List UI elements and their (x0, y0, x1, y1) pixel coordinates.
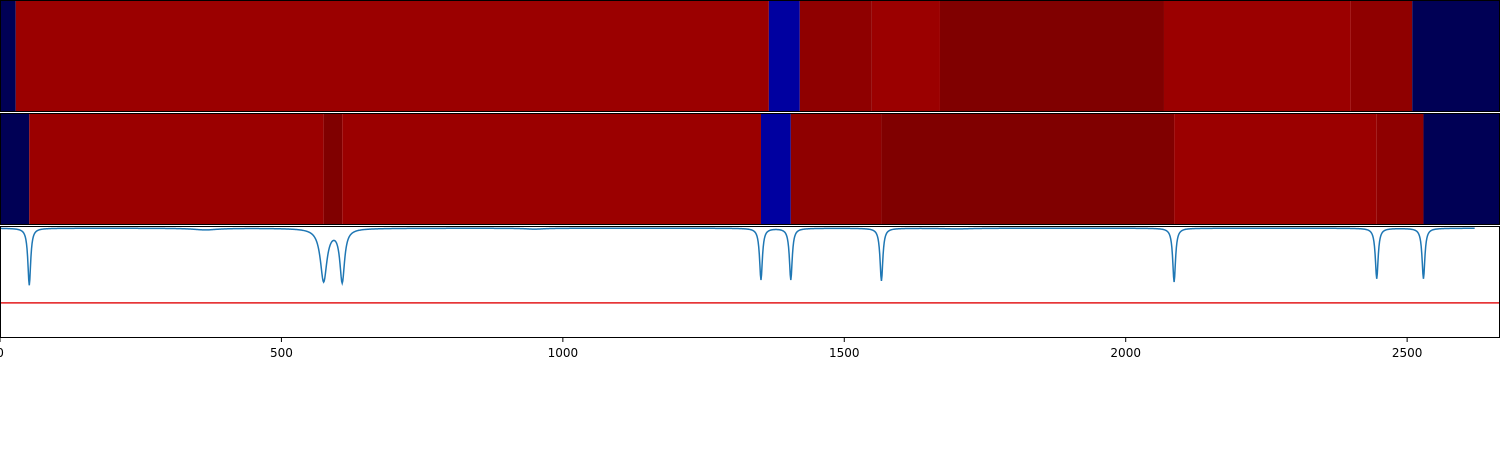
heatmap-segment (323, 113, 343, 225)
heatmap-segment (342, 113, 761, 225)
heatmap-segment (768, 0, 800, 112)
line-plot-background (0, 226, 1500, 338)
x-tick-label: 1500 (829, 346, 860, 360)
heatmap-segment (790, 113, 882, 225)
heatmap-segment (1423, 113, 1500, 225)
line-plot-panel (0, 226, 1500, 338)
heatmap-segment (939, 0, 1164, 112)
heatmap-segment (799, 0, 872, 112)
x-tick-label: 2500 (1392, 346, 1423, 360)
heatmap-segment (1412, 0, 1500, 112)
x-tick-label: 2000 (1110, 346, 1141, 360)
heatmap-segment (15, 0, 769, 112)
signal-line (0, 227, 1475, 286)
heatmap-segment (871, 0, 940, 112)
x-axis: 0 500 1000 1500 2000 2500 (0, 338, 1422, 360)
heatmap-track-1 (0, 0, 1500, 112)
x-tick-label: 0 (0, 346, 4, 360)
x-tick-label: 500 (270, 346, 293, 360)
heatmap-segment (0, 113, 30, 225)
heatmap-segment (881, 113, 1175, 225)
x-tick-label: 1000 (548, 346, 579, 360)
heatmap-segment (29, 113, 324, 225)
heatmap-track-2 (0, 113, 1500, 225)
heatmap-segment (0, 0, 16, 112)
heatmap-segment (1376, 113, 1424, 225)
heatmap-segment (1163, 0, 1351, 112)
heatmap-segment (760, 113, 791, 225)
heatmap-segment (1350, 0, 1413, 112)
heatmap-segment (1174, 113, 1377, 225)
